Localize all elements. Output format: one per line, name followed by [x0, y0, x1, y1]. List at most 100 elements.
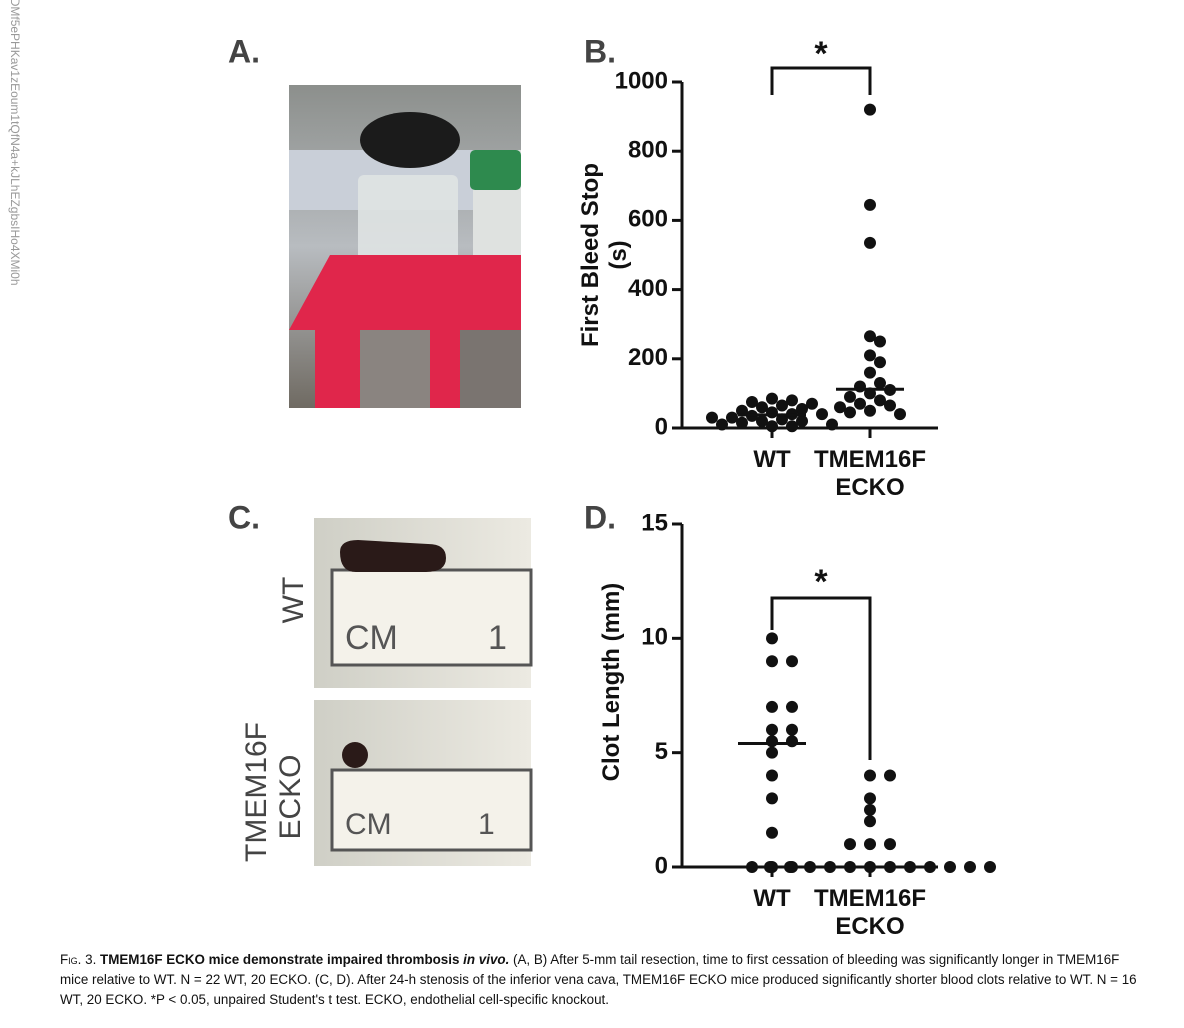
data-point	[984, 861, 996, 873]
data-point	[764, 861, 776, 873]
data-point	[864, 198, 876, 211]
data-point	[746, 396, 758, 409]
data-point	[706, 411, 718, 424]
significance-star: *	[814, 563, 828, 601]
data-point	[864, 815, 876, 828]
data-point	[816, 408, 828, 421]
data-point	[766, 826, 778, 839]
significance-bracket	[770, 66, 872, 95]
caption-text: (A, B) After 5-mm tail resection, time t…	[60, 952, 1137, 1007]
data-point	[766, 655, 778, 668]
data-point	[854, 397, 866, 410]
data-point	[786, 394, 798, 407]
panel-label: C.	[228, 499, 260, 535]
panel-label: B.	[584, 33, 616, 69]
y-tick-label: 600	[628, 206, 668, 233]
data-point	[864, 330, 876, 343]
data-point	[766, 735, 778, 748]
ruler-unit: CM	[345, 808, 392, 841]
photo-c-ecko	[314, 700, 533, 866]
data-point	[786, 655, 798, 668]
data-point	[884, 769, 896, 782]
data-point	[944, 861, 956, 873]
data-point	[844, 406, 856, 419]
caption-label: Fig. 3.	[60, 952, 97, 967]
data-point	[766, 723, 778, 736]
significance-star: *	[814, 35, 828, 73]
caption: Fig. 3. TMEM16F ECKO mice demonstrate im…	[60, 950, 1150, 1010]
data-point	[864, 769, 876, 782]
data-point	[786, 420, 798, 433]
data-point	[834, 401, 846, 414]
y-tick-label: 1000	[615, 67, 668, 94]
data-point	[766, 769, 778, 782]
data-point	[806, 397, 818, 410]
y-tick-label: 10	[641, 624, 668, 651]
data-point	[844, 838, 856, 851]
y-axis-label: Clot Length (mm)	[598, 582, 625, 781]
y-tick-label: 800	[628, 137, 668, 164]
ruler-unit: CM	[345, 619, 398, 657]
data-point	[964, 861, 976, 873]
caption-title: TMEM16F ECKO mice demonstrate impaired t…	[100, 952, 460, 967]
y-tick-label: 0	[655, 852, 668, 879]
data-point	[796, 402, 808, 415]
y-axis-label: First Bleed Stop (s)	[577, 162, 632, 348]
data-point	[874, 394, 886, 407]
data-point	[756, 415, 768, 428]
data-point	[766, 392, 778, 405]
data-point	[826, 418, 838, 431]
watermark: urnal by BhDMf5ePHKav1zEoum1tQfN4a+kJLhE…	[8, 0, 22, 286]
data-point	[796, 415, 808, 428]
data-point	[884, 838, 896, 851]
data-point	[756, 401, 768, 414]
y-tick-label: 5	[655, 738, 668, 765]
data-point	[874, 335, 886, 348]
photo-a	[289, 85, 521, 408]
caption-title-italic: in vivo.	[463, 952, 510, 967]
y-tick-label: 0	[655, 413, 668, 440]
data-point	[904, 861, 916, 873]
data-point	[766, 406, 778, 419]
x-tick-label: WT	[753, 885, 791, 912]
data-point	[786, 735, 798, 748]
data-point	[776, 399, 788, 412]
data-point	[864, 792, 876, 805]
data-point	[804, 861, 816, 873]
data-point	[864, 838, 876, 851]
data-point	[864, 803, 876, 816]
data-point	[894, 408, 906, 421]
data-point	[726, 411, 738, 424]
data-point	[864, 349, 876, 362]
data-point	[786, 700, 798, 713]
photo-label: WT	[277, 576, 310, 624]
ruler-mark: 1	[478, 808, 495, 841]
data-point	[844, 390, 856, 403]
data-point	[746, 861, 758, 873]
photo-label: TMEM16F ECKO	[240, 721, 307, 862]
ruler-mark: 1	[488, 619, 507, 657]
significance-bracket	[770, 596, 872, 760]
data-point	[864, 236, 876, 249]
y-tick-label: 15	[641, 509, 668, 536]
data-point	[766, 700, 778, 713]
data-point	[874, 356, 886, 369]
data-point	[784, 861, 796, 873]
panel-label: A.	[228, 33, 260, 69]
data-point	[884, 399, 896, 412]
data-point	[874, 377, 886, 390]
data-point	[786, 723, 798, 736]
y-tick-label: 400	[628, 275, 668, 302]
data-point	[766, 420, 778, 433]
x-tick-label: TMEM16F ECKO	[813, 885, 926, 940]
data-point	[766, 632, 778, 645]
panel-label: D.	[584, 499, 616, 535]
data-point	[864, 366, 876, 379]
y-tick-label: 200	[628, 344, 668, 371]
data-point	[766, 792, 778, 805]
data-point	[716, 418, 728, 431]
data-point	[766, 746, 778, 759]
x-tick-label: WT	[753, 446, 791, 473]
x-tick-label: TMEM16F ECKO	[813, 446, 926, 501]
